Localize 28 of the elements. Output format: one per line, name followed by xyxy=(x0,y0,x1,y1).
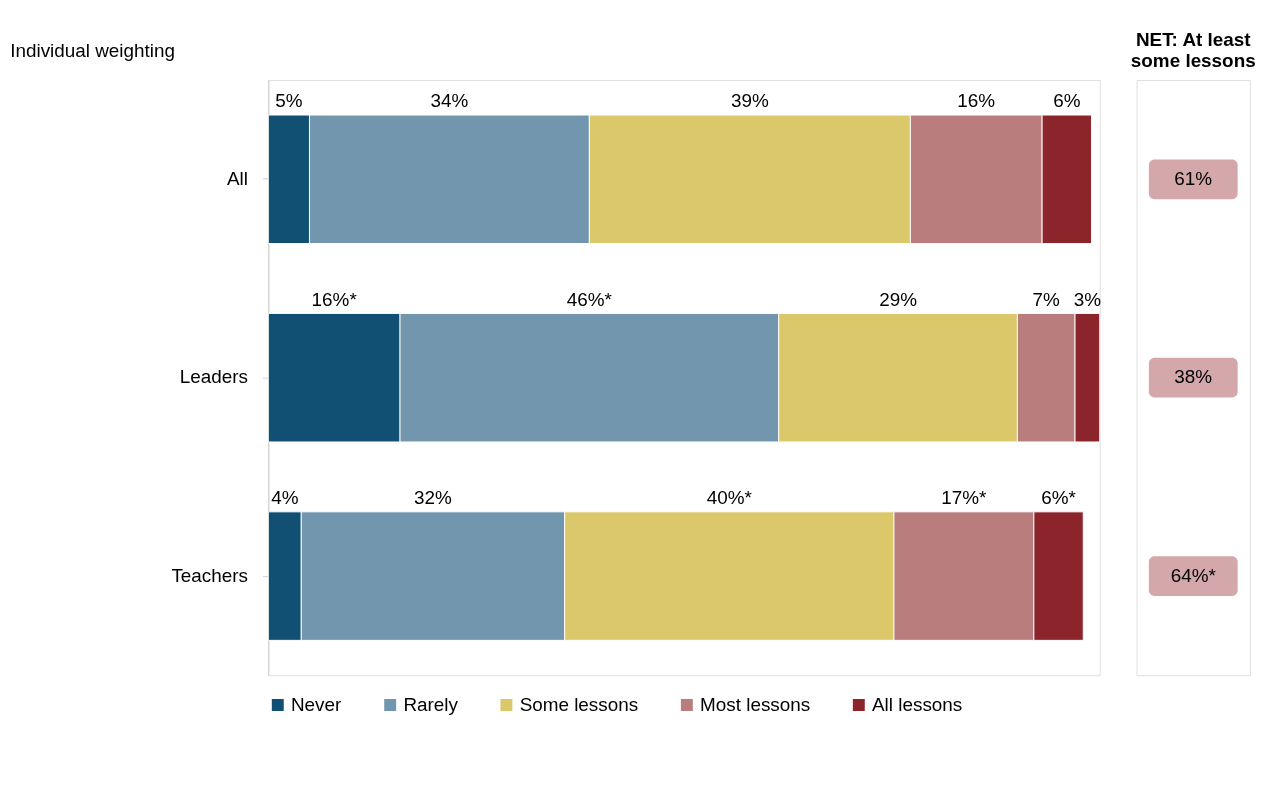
y-tick-label: Teachers xyxy=(171,564,248,586)
data-label: 7% xyxy=(1032,288,1061,310)
data-label: 40%* xyxy=(706,487,753,509)
data-label: 16% xyxy=(957,90,996,112)
data-label: 4% xyxy=(271,487,299,509)
text: 64%* xyxy=(1170,564,1217,586)
data-label: 17%* xyxy=(941,487,988,509)
data-label: 29% xyxy=(879,288,918,310)
data-label: 46%* xyxy=(566,288,613,310)
text: Individual weighting xyxy=(10,40,175,62)
legend-label: Never xyxy=(290,693,342,715)
data-label: 39% xyxy=(730,90,769,112)
text: 61% xyxy=(1174,167,1213,189)
y-tick-label: Leaders xyxy=(179,366,248,388)
legend-label: All lessons xyxy=(872,693,963,715)
data-label: 5% xyxy=(275,90,303,112)
legend-label: Rarely xyxy=(403,693,459,715)
data-label: 16%* xyxy=(311,288,358,310)
data-label: 32% xyxy=(414,487,453,509)
legend-label: Some lessons xyxy=(519,693,639,715)
data-label: 6% xyxy=(1053,90,1081,112)
data-label: 6%* xyxy=(1041,487,1077,509)
text: 38% xyxy=(1174,366,1213,388)
legend-label: Most lessons xyxy=(700,693,811,715)
data-label: 3% xyxy=(1073,288,1102,310)
y-tick-label: All xyxy=(227,167,248,189)
data-label: 34% xyxy=(430,90,469,112)
text: NET: At least some lessons xyxy=(1130,29,1256,71)
